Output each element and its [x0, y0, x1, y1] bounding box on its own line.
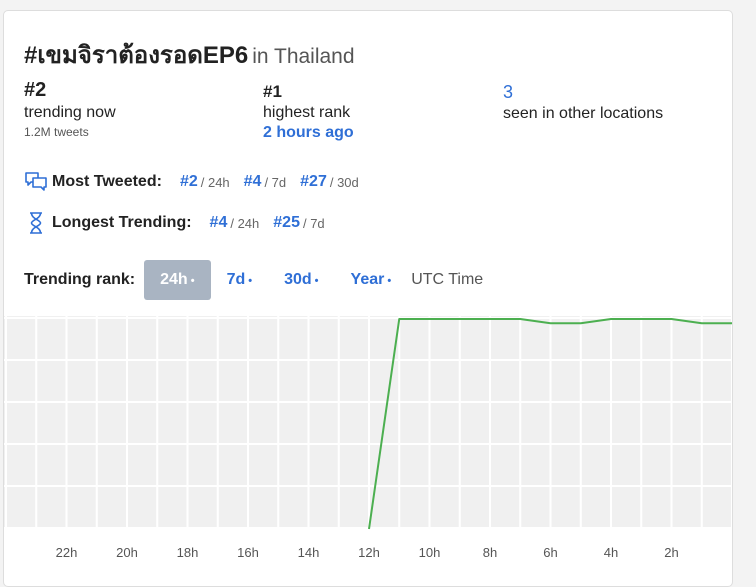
x-tick-label: 2h — [664, 545, 678, 560]
other-locations-value[interactable]: 3 — [503, 82, 663, 103]
tab-24h-label: 24h — [160, 271, 188, 288]
location-label: in Thailand — [252, 45, 354, 68]
x-tick-label: 14h — [298, 545, 320, 560]
tab-7d-label: 7d — [227, 271, 246, 288]
hashtag-title: #เขมจิราต้องรอดEP6 — [24, 42, 248, 69]
trending-rank-label: Trending rank: — [24, 271, 135, 289]
x-tick-label: 4h — [604, 545, 618, 560]
tab-year-dot: • — [387, 275, 391, 287]
most-tweeted-30d-rank[interactable]: #27 — [300, 173, 327, 191]
x-tick-label: 20h — [116, 545, 138, 560]
x-tick-label: 16h — [237, 545, 259, 560]
most-tweeted-7d-rank[interactable]: #4 — [244, 173, 262, 191]
x-tick-label: 6h — [543, 545, 557, 560]
highest-rank-time-link[interactable]: 2 hours ago — [263, 124, 354, 142]
longest-trending-7d-period: / 7d — [303, 216, 325, 231]
tab-30d[interactable]: 30d• — [268, 260, 334, 300]
x-tick-label: 8h — [483, 545, 497, 560]
other-locations-stat: 3 seen in other locations — [503, 82, 663, 123]
longest-trending-label: Longest Trending: — [52, 214, 192, 232]
x-tick-label: 18h — [177, 545, 199, 560]
tab-7d-dot: • — [248, 275, 252, 287]
longest-trending-7d-rank[interactable]: #25 — [273, 214, 300, 232]
chat-bubbles-icon — [24, 170, 48, 194]
x-tick-label: 10h — [419, 545, 441, 560]
most-tweeted-24h-period: / 24h — [201, 175, 230, 190]
longest-trending-row: Longest Trending: #4/ 24h #25/ 7d — [24, 211, 335, 235]
x-tick-label: 12h — [358, 545, 380, 560]
most-tweeted-row: Most Tweeted: #2/ 24h #4/ 7d #27/ 30d — [24, 170, 369, 194]
tab-30d-dot: • — [315, 275, 319, 287]
tab-year-label: Year — [351, 271, 385, 288]
longest-trending-24h-rank[interactable]: #4 — [210, 214, 228, 232]
tab-30d-label: 30d — [284, 271, 312, 288]
trending-now-label: trending now — [24, 104, 116, 122]
other-locations-label: seen in other locations — [503, 105, 663, 123]
trending-rank-tabs: Trending rank: 24h• 7d• 30d• Year• UTC T… — [24, 260, 483, 300]
most-tweeted-24h-rank[interactable]: #2 — [180, 173, 198, 191]
trending-now-value: #2 — [24, 79, 116, 102]
tab-24h[interactable]: 24h• — [144, 260, 210, 300]
highest-rank-stat: #1 highest rank 2 hours ago — [263, 82, 354, 142]
tab-year[interactable]: Year• — [335, 260, 408, 300]
longest-trending-24h-period: / 24h — [230, 216, 259, 231]
most-tweeted-7d-period: / 7d — [264, 175, 286, 190]
highest-rank-value: #1 — [263, 82, 354, 102]
most-tweeted-label: Most Tweeted: — [52, 173, 162, 191]
tweet-count: 1.2M tweets — [24, 125, 116, 139]
utc-time-toggle[interactable]: UTC Time — [411, 271, 483, 289]
trending-rank-chart: 22h 20h 18h 16h 14h 12h 10h 8h 6h 4h 2h — [4, 316, 732, 576]
most-tweeted-30d-period: / 30d — [330, 175, 359, 190]
tab-24h-dot: • — [191, 275, 195, 287]
x-tick-label: 22h — [56, 545, 78, 560]
tab-7d[interactable]: 7d• — [211, 260, 269, 300]
hourglass-icon — [24, 211, 48, 235]
trending-now-stat: #2 trending now 1.2M tweets — [24, 79, 116, 139]
highest-rank-label: highest rank — [263, 104, 354, 122]
